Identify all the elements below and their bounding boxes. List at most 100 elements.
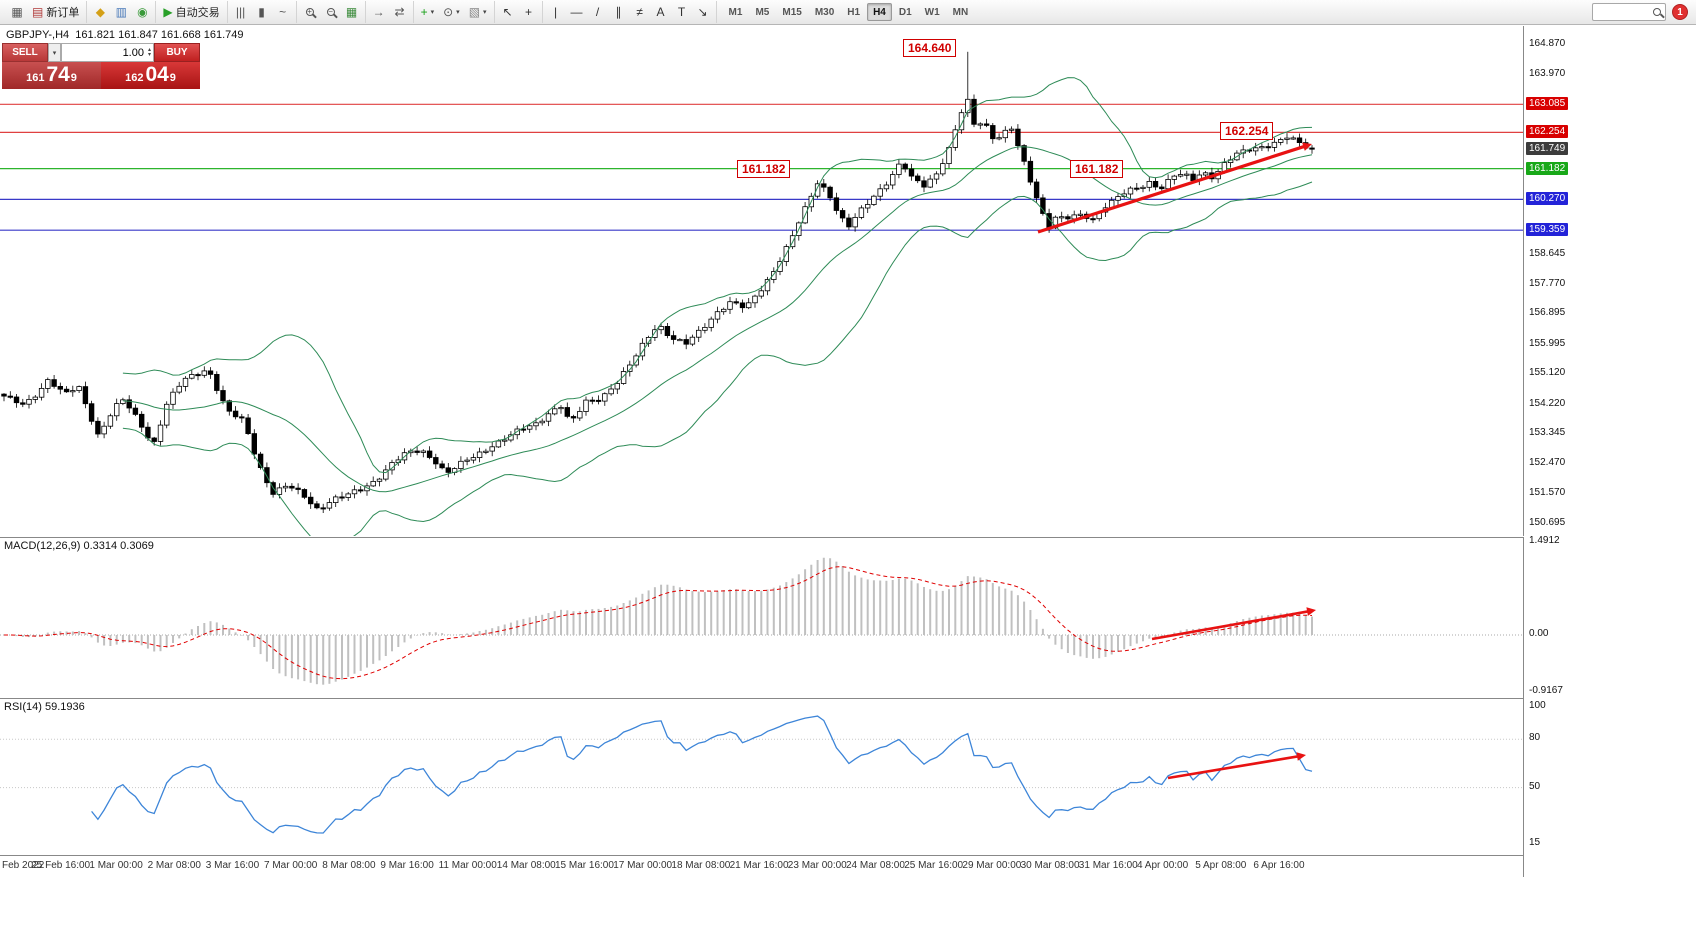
crosshair-button[interactable]: + xyxy=(519,2,539,22)
time-label: 7 Mar 00:00 xyxy=(264,860,318,871)
sell-price[interactable]: 161 74 9 xyxy=(2,62,101,89)
price-tick: 156.895 xyxy=(1529,307,1566,319)
bar-chart-icon: ||| xyxy=(235,5,246,19)
rsi-scale-tick: 100 xyxy=(1529,700,1546,711)
chart-window: 164.640 161.182 161.182 162.254 GBPJPY-,H4 … xyxy=(0,25,1696,944)
price-axis[interactable]: 164.870 163.970 158.645 157.770 156.895 155.9… xyxy=(1525,26,1589,877)
toolbar-group: ↖ + xyxy=(495,1,543,23)
line-chart-button[interactable]: ~ xyxy=(273,2,293,22)
macd-scale-tick: 0.00 xyxy=(1529,628,1549,639)
price-tick: 157.770 xyxy=(1529,277,1566,289)
bar-chart-button[interactable]: ||| xyxy=(231,2,251,22)
navigator-icon: ◉ xyxy=(137,5,148,19)
time-label: 6 Apr 16:00 xyxy=(1253,860,1305,871)
toolbar-group: ▦ xyxy=(297,1,366,23)
price-annotation[interactable]: 161.182 xyxy=(737,160,791,178)
price-tick: 152.470 xyxy=(1529,456,1566,468)
autotrading-button[interactable]: ▶ 自动交易 xyxy=(159,2,223,22)
price-tick: 163.970 xyxy=(1529,68,1566,80)
time-label: 31 Mar 16:00 xyxy=(1078,860,1138,871)
search-box[interactable] xyxy=(1592,3,1666,21)
price-level-tag: 161.182 xyxy=(1526,161,1569,175)
fibonacci-button[interactable]: ≠ xyxy=(630,2,650,22)
zoom-out-icon xyxy=(326,8,335,16)
timeframe-d1-button[interactable]: D1 xyxy=(893,3,918,21)
trendline-button[interactable]: / xyxy=(588,2,608,22)
candlestick-chart-button[interactable]: ▮ xyxy=(252,2,272,22)
sell-price-pips: 74 xyxy=(46,63,70,86)
price-tick: 158.645 xyxy=(1529,248,1566,260)
market-watch-button[interactable]: ◆ xyxy=(90,2,110,22)
zoom-in-icon xyxy=(305,8,314,16)
text-label-button[interactable]: T xyxy=(672,2,692,22)
time-axis[interactable]: Feb 2022 25 Feb 16:00 1 Mar 00:00 2 Mar 08:… xyxy=(0,855,1524,877)
spin-up-icon[interactable]: ▴ xyxy=(147,46,151,53)
cursor-button[interactable]: ↖ xyxy=(498,2,518,22)
periods-button[interactable]: ⊙ ▾ xyxy=(439,2,464,22)
macd-scale-tick: -0.9167 xyxy=(1529,685,1563,697)
navigator-button[interactable]: ◉ xyxy=(132,2,152,22)
new-order-button[interactable]: ▤ 新订单 xyxy=(28,2,83,22)
auto-scroll-icon: → xyxy=(372,5,385,19)
data-window-button[interactable]: ▥ xyxy=(111,2,131,22)
price-level-tag: 162.254 xyxy=(1526,125,1569,139)
search-input[interactable] xyxy=(1597,5,1649,19)
indicators-button[interactable]: + ▾ xyxy=(417,2,439,22)
timeframe-mn-button[interactable]: MN xyxy=(947,3,975,21)
text-button[interactable]: A xyxy=(651,2,671,22)
rsi-scale-tick: 50 xyxy=(1529,780,1541,792)
search-icon[interactable] xyxy=(1653,8,1661,16)
line-chart-icon: ~ xyxy=(279,5,287,19)
volume-input[interactable] xyxy=(62,45,146,60)
tile-windows-button[interactable]: ▦ xyxy=(342,2,362,22)
timeframe-m5-button[interactable]: M5 xyxy=(749,3,775,21)
rsi-scale-tick: 80 xyxy=(1529,732,1541,744)
dropdown-caret-icon: ▾ xyxy=(430,9,435,16)
timeframe-m15-button[interactable]: M15 xyxy=(776,3,807,21)
vertical-line-button[interactable]: | xyxy=(546,2,566,22)
price-annotation[interactable]: 161.182 xyxy=(1070,160,1124,178)
notification-badge[interactable]: 1 xyxy=(1672,4,1688,20)
buy-price[interactable]: 162 04 9 xyxy=(101,62,200,89)
candlestick-chart-icon: ▮ xyxy=(258,5,265,19)
chart-shift-button[interactable]: ⇄ xyxy=(390,2,410,22)
price-chart-panel[interactable]: 164.640 161.182 161.182 162.254 GBPJPY-,H4 … xyxy=(0,26,1524,536)
tile-windows-icon: ▦ xyxy=(345,5,358,19)
volume-spinner[interactable]: ▴ ▾ xyxy=(146,46,153,58)
text-label-icon: T xyxy=(677,5,686,19)
price-annotation[interactable]: 162.254 xyxy=(1220,122,1274,140)
timeframe-h4-button[interactable]: H4 xyxy=(867,3,892,21)
indicators-icon: + xyxy=(420,5,428,19)
channel-button[interactable]: ∥ xyxy=(609,2,629,22)
price-annotation[interactable]: 164.640 xyxy=(903,39,957,57)
zoom-out-button[interactable] xyxy=(321,2,341,22)
toolbar-group: + ▾ ⊙ ▾ ▧ ▾ xyxy=(414,1,495,23)
auto-scroll-button[interactable]: → xyxy=(369,2,389,22)
price-level-tag: 161.749 xyxy=(1526,142,1569,156)
text-icon: A xyxy=(656,5,665,19)
macd-label: MACD(12,26,9) 0.3314 0.3069 xyxy=(4,540,154,552)
macd-panel[interactable]: MACD(12,26,9) 0.3314 0.3069 xyxy=(0,537,1524,698)
trade-controls-row: SELL ▾ ▴▾ BUY xyxy=(2,43,200,62)
buy-button[interactable]: BUY xyxy=(154,43,200,62)
fibonacci-icon: ≠ xyxy=(636,5,643,19)
timeframe-m1-button[interactable]: M1 xyxy=(723,3,749,21)
rsi-panel[interactable]: RSI(14) 59.1936 xyxy=(0,698,1524,855)
new-chart-button[interactable]: ▦ xyxy=(7,2,27,22)
channel-icon: ∥ xyxy=(615,5,622,19)
timeframe-m30-button[interactable]: M30 xyxy=(809,3,840,21)
price-tick: 153.345 xyxy=(1529,427,1566,439)
sell-price-figure: 161 xyxy=(26,72,45,84)
sell-button[interactable]: SELL xyxy=(2,43,48,62)
horizontal-line-button[interactable]: — xyxy=(567,2,587,22)
horizontal-line-icon: — xyxy=(570,5,583,19)
templates-button[interactable]: ▧ ▾ xyxy=(465,2,491,22)
arrows-button[interactable]: ↘ xyxy=(693,2,713,22)
price-tick: 150.695 xyxy=(1529,516,1566,528)
arrows-icon: ↘ xyxy=(697,5,708,19)
zoom-in-button[interactable] xyxy=(300,2,320,22)
order-type-caret-icon[interactable]: ▾ xyxy=(48,43,61,62)
timeframe-w1-button[interactable]: W1 xyxy=(919,3,946,21)
timeframe-h1-button[interactable]: H1 xyxy=(841,3,866,21)
spin-down-icon[interactable]: ▾ xyxy=(147,51,151,58)
